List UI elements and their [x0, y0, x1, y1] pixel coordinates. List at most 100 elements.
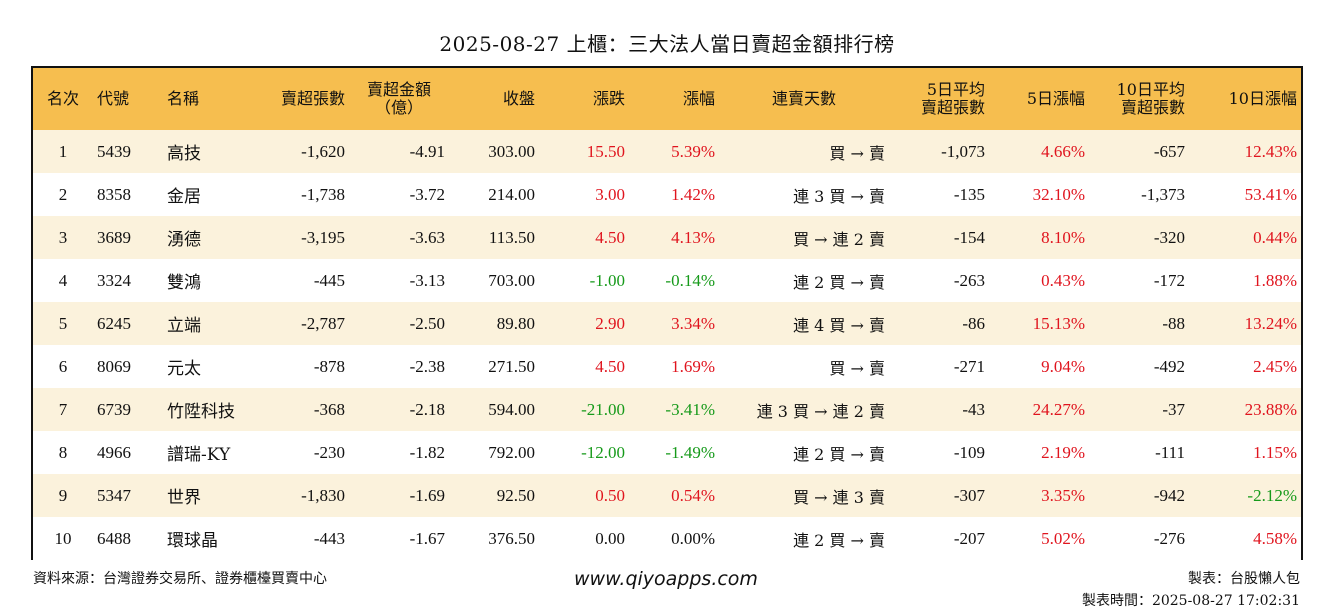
- cell-change: -21.00: [581, 399, 625, 419]
- header-avg5: 5日平均 賣超張數: [889, 68, 989, 130]
- cell-avg5: -263: [953, 270, 985, 290]
- cell-close: 271.50: [488, 356, 535, 376]
- cell-pct: 5.39%: [671, 141, 715, 161]
- cell-rank: 7: [58, 399, 68, 419]
- header-streak: 連賣天數: [771, 89, 836, 108]
- table-row: 7 6739 竹陞科技 -368 -2.18 594.00 -21.00 -3.…: [33, 388, 1301, 431]
- footer-credits: 製表：台股懶人包 製表時間：2025-08-27 17:02:31: [1082, 568, 1300, 612]
- cell-pct10: -2.12%: [1247, 485, 1297, 505]
- cell-avg5: -154: [953, 227, 985, 247]
- cell-pct10: 2.45%: [1253, 356, 1297, 376]
- cell-pct: 0.54%: [671, 485, 715, 505]
- cell-sell-amount: -3.63: [409, 227, 445, 247]
- cell-name: 高技: [167, 144, 201, 164]
- cell-pct5: 24.27%: [1032, 399, 1085, 419]
- header-sell-amount-line1: 賣超金額: [366, 80, 431, 99]
- cell-streak: 連 4 買 → 賣: [793, 315, 885, 335]
- cell-sell-lots: -368: [313, 399, 345, 419]
- cell-streak: 買 → 連 3 賣: [793, 487, 885, 507]
- cell-sell-lots: -230: [313, 442, 345, 462]
- cell-pct10: 0.44%: [1253, 227, 1297, 247]
- cell-pct5: 8.10%: [1041, 227, 1085, 247]
- header-avg10: 10日平均 賣超張數: [1089, 68, 1189, 130]
- cell-pct5: 2.19%: [1041, 442, 1085, 462]
- cell-rank: 6: [58, 356, 68, 376]
- cell-close: 92.50: [496, 485, 535, 505]
- cell-streak: 連 2 買 → 賣: [793, 530, 885, 550]
- cell-sell-amount: -3.13: [409, 270, 445, 290]
- cell-sell-lots: -1,738: [301, 184, 345, 204]
- cell-change: 2.90: [595, 313, 625, 333]
- cell-pct: 1.42%: [671, 184, 715, 204]
- header-pct5: 5日漲幅: [1026, 89, 1085, 108]
- cell-change: 0.50: [595, 485, 625, 505]
- cell-sell-lots: -3,195: [301, 227, 345, 247]
- header-pct: 漲幅: [682, 89, 715, 108]
- cell-sell-lots: -445: [313, 270, 345, 290]
- cell-avg10: -657: [1153, 141, 1185, 161]
- cell-rank: 1: [58, 141, 68, 161]
- cell-avg10: -88: [1162, 313, 1185, 333]
- header-avg5-line2: 賣超張數: [920, 98, 985, 117]
- cell-close: 113.50: [488, 227, 535, 247]
- cell-pct10: 13.24%: [1244, 313, 1297, 333]
- cell-pct: 4.13%: [671, 227, 715, 247]
- cell-avg5: -43: [962, 399, 985, 419]
- cell-sell-amount: -1.67: [409, 528, 445, 548]
- cell-code: 5439: [97, 141, 131, 161]
- cell-close: 594.00: [488, 399, 535, 419]
- website-link[interactable]: www.qiyoapps.com: [574, 568, 758, 590]
- table-header-row: 名次 代號 名稱 賣超張數 賣超金額 （億） 收盤 漲跌 漲幅 連賣天數 5日平…: [33, 68, 1301, 130]
- ranking-table: 名次 代號 名稱 賣超張數 賣超金額 （億） 收盤 漲跌 漲幅 連賣天數 5日平…: [33, 68, 1301, 560]
- header-pct10: 10日漲幅: [1228, 89, 1297, 108]
- cell-avg5: -207: [953, 528, 985, 548]
- cell-pct5: 4.66%: [1041, 141, 1085, 161]
- header-avg10-line1: 10日平均: [1116, 80, 1185, 99]
- cell-name: 雙鴻: [167, 273, 201, 293]
- cell-streak: 連 2 買 → 賣: [793, 444, 885, 464]
- cell-avg5: -135: [953, 184, 985, 204]
- cell-rank: 3: [58, 227, 68, 247]
- ranking-table-container: 名次 代號 名稱 賣超張數 賣超金額 （億） 收盤 漲跌 漲幅 連賣天數 5日平…: [31, 66, 1303, 560]
- cell-pct10: 1.15%: [1253, 442, 1297, 462]
- table-row: 5 6245 立端 -2,787 -2.50 89.80 2.90 3.34% …: [33, 302, 1301, 345]
- cell-sell-amount: -2.18: [409, 399, 445, 419]
- cell-sell-amount: -4.91: [409, 141, 445, 161]
- cell-code: 8069: [97, 356, 131, 376]
- cell-close: 376.50: [488, 528, 535, 548]
- cell-close: 214.00: [488, 184, 535, 204]
- cell-name: 竹陞科技: [167, 402, 235, 422]
- cell-avg10: -37: [1162, 399, 1185, 419]
- cell-sell-amount: -2.50: [409, 313, 445, 333]
- cell-sell-lots: -1,830: [301, 485, 345, 505]
- cell-name: 湧德: [167, 230, 201, 250]
- cell-avg10: -942: [1153, 485, 1185, 505]
- cell-change: 3.00: [595, 184, 625, 204]
- cell-name: 元太: [167, 359, 201, 379]
- cell-pct10: 4.58%: [1253, 528, 1297, 548]
- table-row: 2 8358 金居 -1,738 -3.72 214.00 3.00 1.42%…: [33, 173, 1301, 216]
- cell-code: 8358: [97, 184, 131, 204]
- cell-code: 6739: [97, 399, 131, 419]
- cell-rank: 9: [58, 485, 68, 505]
- cell-close: 792.00: [488, 442, 535, 462]
- cell-sell-lots: -443: [313, 528, 345, 548]
- cell-streak: 連 2 買 → 賣: [793, 272, 885, 292]
- cell-name: 金居: [167, 187, 201, 207]
- cell-streak: 連 3 買 → 連 2 賣: [756, 401, 885, 421]
- cell-code: 6488: [97, 528, 131, 548]
- cell-pct5: 32.10%: [1032, 184, 1085, 204]
- cell-sell-amount: -1.82: [409, 442, 445, 462]
- table-row: 6 8069 元太 -878 -2.38 271.50 4.50 1.69% 買…: [33, 345, 1301, 388]
- table-row: 4 3324 雙鴻 -445 -3.13 703.00 -1.00 -0.14%…: [33, 259, 1301, 302]
- cell-pct: -1.49%: [665, 442, 715, 462]
- cell-pct5: 5.02%: [1041, 528, 1085, 548]
- header-sell-lots: 賣超張數: [280, 89, 345, 108]
- page-title: 2025-08-27 上櫃：三大法人當日賣超金額排行榜: [439, 32, 895, 56]
- cell-change: 4.50: [595, 227, 625, 247]
- cell-avg10: -172: [1153, 270, 1185, 290]
- header-change: 漲跌: [592, 89, 625, 108]
- cell-name: 世界: [167, 488, 201, 508]
- cell-sell-amount: -3.72: [409, 184, 445, 204]
- cell-change: 4.50: [595, 356, 625, 376]
